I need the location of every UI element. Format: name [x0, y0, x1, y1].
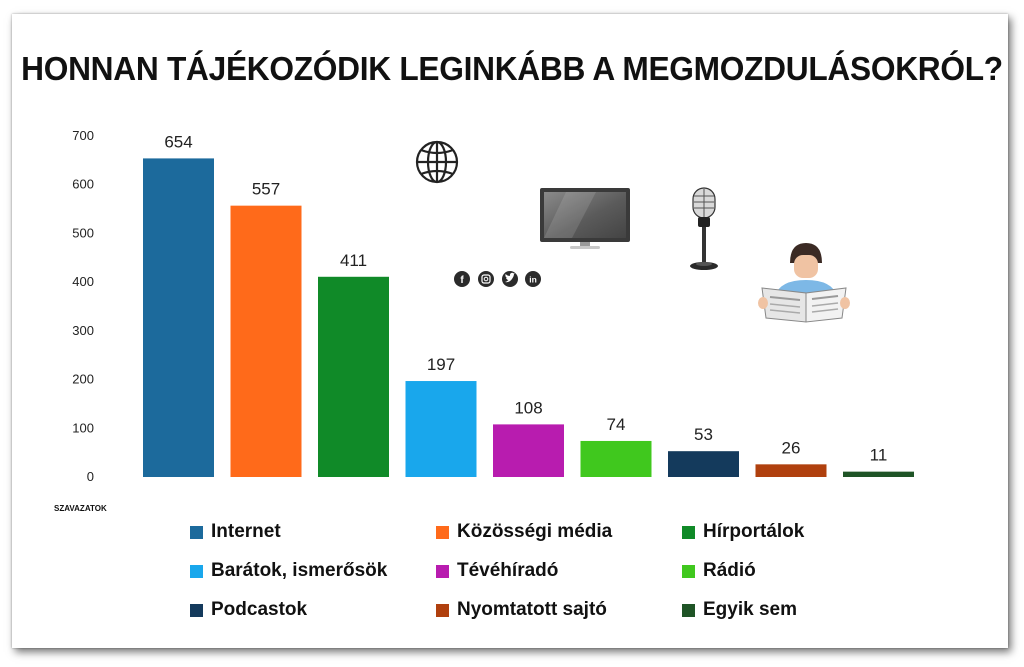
legend-swatch — [682, 564, 695, 578]
legend-label: Rádió — [703, 560, 756, 581]
linkedin-icon: in — [525, 271, 541, 287]
legend-swatch — [436, 603, 449, 617]
globe-icon — [415, 140, 459, 184]
bar-r-di — [580, 440, 652, 477]
y-tick-label: 600 — [72, 177, 94, 192]
legend-swatch — [436, 564, 449, 578]
y-tick-label: 500 — [72, 225, 94, 240]
bar-value-label: 11 — [870, 446, 888, 465]
legend-label: Egyik sem — [703, 599, 797, 620]
legend-swatch — [436, 525, 449, 539]
legend-item: Egyik sem — [682, 599, 928, 620]
legend-label: Tévéhíradó — [457, 560, 559, 581]
legend-item: Hírportálok — [682, 521, 928, 542]
y-tick-label: 300 — [72, 323, 94, 338]
y-tick-label: 200 — [72, 372, 94, 387]
legend-label: Közösségi média — [457, 521, 613, 542]
chart-legend: Internet Közösségi média Hírportálok Baráto… — [190, 521, 950, 620]
bar-value-label: 197 — [427, 355, 455, 374]
bar-value-label: 411 — [340, 251, 367, 270]
bar-value-label: 74 — [607, 415, 626, 434]
instagram-icon — [478, 271, 494, 287]
y-tick-label: 0 — [87, 469, 94, 484]
legend-item: Barátok, ismerősök — [190, 560, 436, 581]
bar-value-label: 108 — [514, 398, 542, 417]
legend-swatch — [682, 603, 695, 617]
newspaper-reader-icon — [758, 243, 850, 323]
bar-value-label: 557 — [252, 180, 280, 199]
bar-egyik-sem — [843, 471, 914, 477]
legend-item: Közösségi média — [436, 521, 682, 542]
bar-value-label: 654 — [164, 132, 192, 151]
y-tick-label: 400 — [72, 274, 94, 289]
bar-k-z-ss-gi-m-dia — [230, 205, 302, 477]
bar-bar-tok-ismer-s-k — [405, 381, 477, 477]
bar-value-label: 53 — [694, 425, 713, 444]
twitter-icon — [502, 271, 518, 287]
legend-label: Barátok, ismerősök — [211, 560, 388, 581]
bar-nyomtatott-sajt — [755, 464, 827, 477]
legend-item: Tévéhíradó — [436, 560, 682, 581]
legend-swatch — [190, 603, 203, 617]
facebook-icon: f — [454, 271, 470, 287]
chart-title: HONNAN TÁJÉKOZÓDIK LEGINKÁBB A MEGMOZDUL… — [21, 50, 1003, 87]
legend-label: Podcastok — [211, 599, 308, 620]
legend-label: Nyomtatott sajtó — [457, 599, 607, 620]
y-tick-label: 700 — [72, 128, 94, 143]
legend-item: Podcastok — [190, 599, 436, 620]
legend-label: Internet — [211, 521, 281, 542]
legend-swatch — [190, 525, 203, 539]
legend-item: Internet — [190, 521, 436, 542]
legend-item: Rádió — [682, 560, 928, 581]
bar-internet — [143, 158, 214, 477]
legend-swatch — [190, 564, 203, 578]
bar-value-label: 26 — [782, 438, 801, 457]
legend-swatch — [682, 525, 695, 539]
svg-text:f: f — [460, 275, 464, 286]
microphone-icon — [690, 187, 718, 270]
y-axis-label: SZAVAZATOK — [54, 504, 107, 513]
y-tick-label: 100 — [72, 420, 94, 435]
svg-text:in: in — [529, 275, 537, 285]
bar-t-v-h-rad — [493, 424, 564, 477]
legend-label: Hírportálok — [703, 521, 805, 542]
bar-podcastok — [668, 451, 739, 477]
legend-item: Nyomtatott sajtó — [436, 599, 682, 620]
tv-icon — [540, 188, 630, 249]
bar-h-rport-lok — [318, 276, 389, 477]
